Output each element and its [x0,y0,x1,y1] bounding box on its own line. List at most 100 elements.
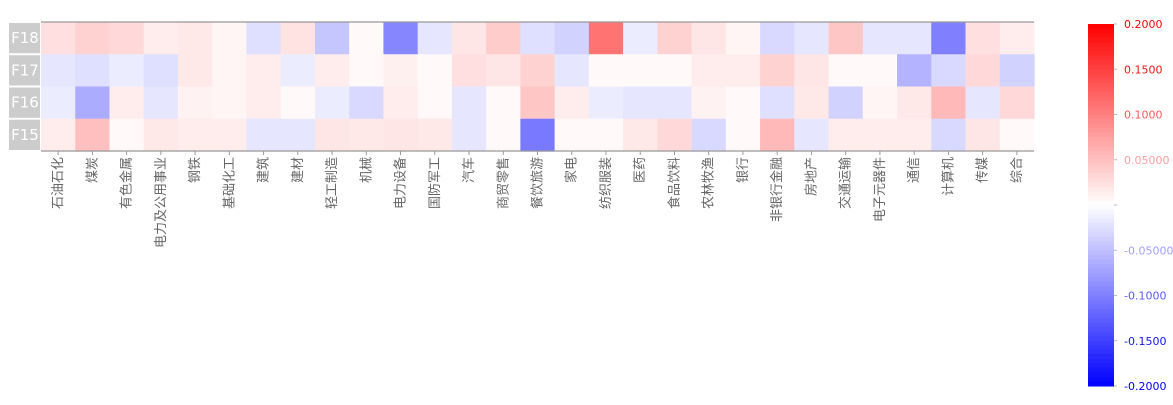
heat-cell-F16-18 [623,86,658,120]
colorbar-segment [1088,295,1114,301]
column-label-17: 纺织服装 [599,157,614,209]
heat-cell-F17-11 [383,54,419,88]
colorbar-segment [1088,132,1114,138]
heat-cell-F15-4 [143,118,179,152]
heat-cell-F16-14 [486,86,521,120]
heat-cell-F16-9 [314,86,350,120]
colorbar-segment [1088,304,1114,310]
heat-cell-F16-16 [554,86,590,120]
heat-cell-F15-26 [897,118,932,152]
colorbar-segment [1088,358,1114,364]
colorbar-segment [1088,205,1114,211]
colorbar-segment [1088,96,1114,102]
heat-cell-F18-1 [41,22,76,55]
heat-cell-F18-22 [760,22,795,55]
heat-cell-F18-12 [417,22,453,55]
colorbar-segment [1088,286,1114,292]
heat-cell-F17-16 [554,54,590,88]
colorbar-segment [1088,78,1114,84]
heat-cell-F16-8 [280,86,316,120]
heat-cell-F16-25 [862,86,898,120]
colorbar-segment [1088,309,1114,315]
colorbar-segment [1088,55,1114,61]
colorbar-segment [1088,232,1114,238]
heat-cell-F17-29 [999,54,1035,88]
column-label-13: 汽车 [461,157,477,183]
colorbar-segment [1088,60,1114,66]
colorbar-segment [1088,313,1114,319]
heat-cell-F18-2 [75,22,111,55]
colorbar-segment [1088,146,1114,152]
colorbar-segment [1088,300,1114,306]
heat-cell-F15-17 [588,118,624,152]
colorbar-segment [1088,327,1114,333]
heat-cell-F17-10 [349,54,385,88]
heat-cell-F17-2 [75,54,111,88]
colorbar-segment [1088,128,1114,134]
heat-cell-F17-3 [109,54,145,88]
heat-cell-F18-18 [623,22,658,55]
heat-cell-F16-7 [246,86,282,120]
column-label-15: 餐饮旅游 [530,157,546,209]
column-label-19: 食品饮料 [666,157,682,209]
heat-cell-F16-4 [143,86,179,120]
row-label-F16: F16 [11,94,39,112]
colorbar-segment [1088,150,1114,156]
colorbar-segment [1088,209,1114,215]
heat-cell-F16-2 [75,86,111,120]
heat-cell-F18-23 [794,22,830,55]
heat-cell-F17-8 [280,54,316,88]
heat-cell-F16-22 [760,86,795,120]
row-label-bg [9,23,40,54]
heat-cell-F16-11 [383,86,419,120]
colorbar-segment [1088,109,1114,116]
heat-cell-F15-7 [246,118,282,152]
heat-cell-F15-11 [383,118,419,152]
heat-cell-F18-5 [177,22,213,55]
heat-cell-F17-28 [965,54,1001,88]
heat-cell-F15-2 [75,118,111,152]
colorbar-segment [1088,277,1114,283]
heat-cell-F18-24 [828,22,864,55]
heat-cell-F17-14 [486,54,521,88]
heat-cell-F16-10 [349,86,385,120]
colorbar-segment [1088,168,1114,174]
heat-cell-F15-22 [760,118,795,152]
heat-cell-F18-8 [280,22,316,55]
colorbar-segment [1088,37,1114,43]
heat-cell-F16-24 [828,86,864,120]
colorbar-segment [1088,100,1114,106]
column-label-11: 电力设备 [393,157,409,209]
colorbar-segment [1088,191,1114,197]
colorbar-tick-label: 0.1000 [1124,109,1163,122]
colorbar-segment [1088,164,1114,170]
colorbar-segment [1088,354,1114,360]
heat-cell-F16-28 [965,86,1001,120]
heat-cell-F17-23 [794,54,830,88]
heat-cell-F15-1 [41,118,76,152]
heat-cell-F17-26 [897,54,932,88]
heat-cell-F17-5 [177,54,213,88]
colorbar-segment [1088,114,1114,120]
heat-cell-F16-19 [657,86,693,120]
heat-cell-F17-12 [417,54,453,88]
colorbar-tick-label: 0.05000 [1124,154,1170,167]
heat-cell-F18-19 [657,22,693,55]
colorbar-segment [1088,381,1114,387]
colorbar-segment [1088,200,1114,206]
colorbar-segment [1088,268,1114,274]
heat-cell-F17-4 [143,54,179,88]
heat-cell-F18-4 [143,22,179,55]
heat-cell-F18-9 [314,22,350,55]
colorbar-tick-label: -0.2000 [1124,380,1166,393]
column-label-9: 轻工制造 [325,157,340,209]
colorbar-segment [1088,372,1114,378]
colorbar-segment [1088,91,1114,97]
heat-cell-F17-25 [862,54,898,88]
heat-cell-F16-27 [931,86,967,120]
heat-cell-F18-14 [486,22,521,55]
heat-cell-F18-15 [520,22,556,55]
colorbar-segment [1088,69,1114,75]
heat-cell-F18-27 [931,22,967,55]
heat-cell-F17-22 [760,54,795,88]
